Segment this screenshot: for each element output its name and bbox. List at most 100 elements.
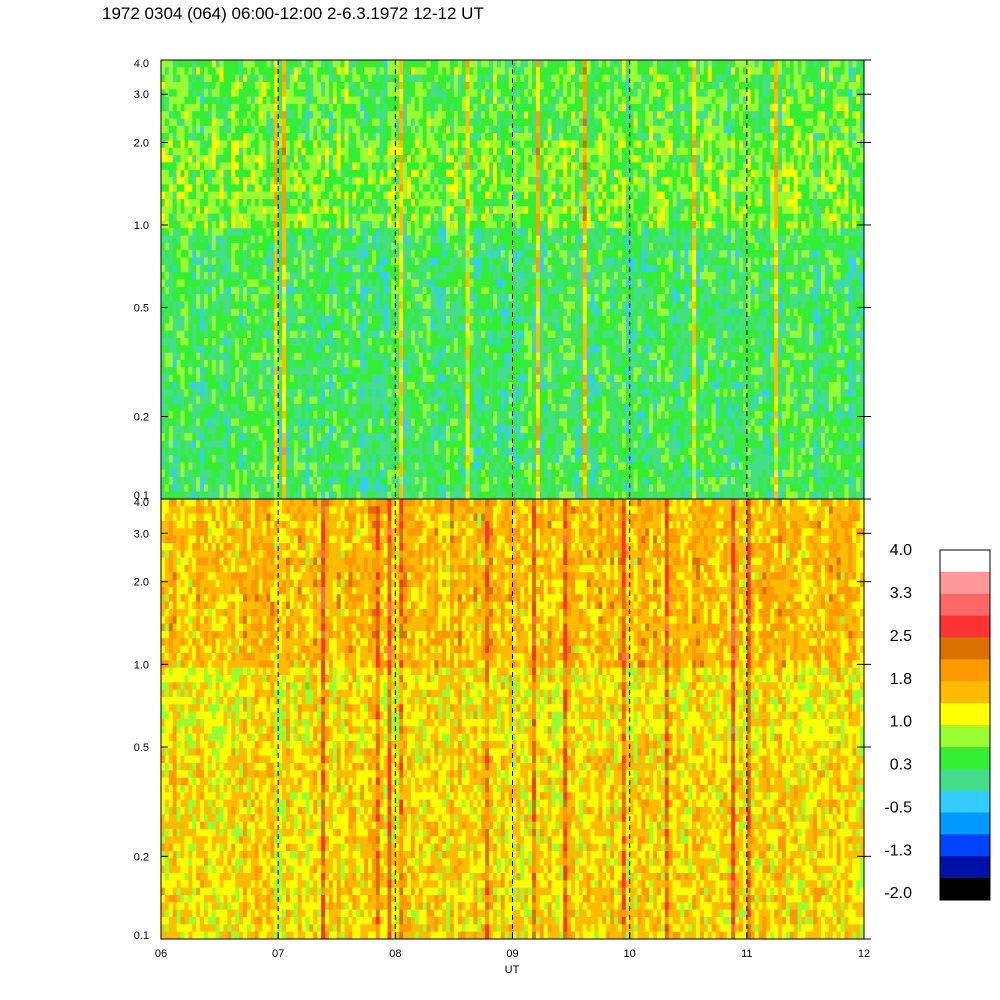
heatmap-cell <box>465 125 471 134</box>
heatmap-cell <box>399 155 404 164</box>
heatmap-cell <box>422 60 428 68</box>
heatmap-cell <box>161 242 166 251</box>
heatmap-cell <box>637 111 642 120</box>
heatmap-cell <box>258 257 264 266</box>
heatmap-cell <box>383 60 389 68</box>
heatmap-cell <box>285 199 291 207</box>
heatmap-cell <box>645 199 650 207</box>
heatmap-cell <box>328 206 334 215</box>
heatmap-cell <box>399 228 404 237</box>
heatmap-cell <box>410 257 416 266</box>
heatmap-cell <box>356 96 361 105</box>
heatmap-cell <box>289 169 295 178</box>
heatmap-cell <box>239 220 244 229</box>
heatmap-cell <box>473 155 478 164</box>
heatmap-cell <box>547 125 553 134</box>
heatmap-cell <box>735 103 740 112</box>
heatmap-cell <box>750 96 756 105</box>
heatmap-cell <box>161 155 166 164</box>
heatmap-cell <box>813 162 818 171</box>
heatmap-cell <box>332 133 338 142</box>
heatmap-cell <box>336 199 342 207</box>
heatmap-cell <box>817 74 822 83</box>
heatmap-cell <box>313 199 318 207</box>
heatmap-cell <box>391 184 396 193</box>
heatmap-cell <box>461 250 467 259</box>
heatmap-cell <box>344 250 350 259</box>
heatmap-cell <box>438 81 443 90</box>
heatmap-cell <box>586 125 592 134</box>
heatmap-cell <box>797 81 803 90</box>
heatmap-cell <box>524 162 529 171</box>
heatmap-cell <box>676 81 682 90</box>
heatmap-cell <box>629 213 635 222</box>
heatmap-cell <box>653 81 658 90</box>
heatmap-cell <box>848 125 853 134</box>
heatmap-cell <box>641 133 646 142</box>
heatmap-cell <box>184 155 189 164</box>
heatmap-cell <box>164 177 170 185</box>
heatmap-cell <box>309 213 314 222</box>
heatmap-cell <box>309 206 314 215</box>
heatmap-cell <box>336 74 342 83</box>
heatmap-cell <box>332 147 338 156</box>
heatmap-cell <box>399 184 404 193</box>
heatmap-cell <box>223 81 228 90</box>
heatmap-cell <box>778 67 783 76</box>
heatmap-cell <box>781 118 787 127</box>
heatmap-cell <box>211 199 217 207</box>
heatmap-cell <box>535 206 541 215</box>
heatmap-cell <box>293 250 299 259</box>
heatmap-cell <box>657 74 662 83</box>
heatmap-cell <box>258 60 264 68</box>
heatmap-cell <box>367 191 373 200</box>
heatmap-cell <box>176 81 182 90</box>
heatmap-cell <box>774 235 779 244</box>
heatmap-cell <box>473 140 478 149</box>
heatmap-cell <box>196 191 201 200</box>
heatmap-cell <box>539 213 545 222</box>
heatmap-cell <box>543 67 549 76</box>
heatmap-cell <box>532 169 537 178</box>
heatmap-cell <box>403 169 408 178</box>
heatmap-cell <box>692 169 697 178</box>
heatmap-cell <box>293 162 299 171</box>
heatmap-cell <box>559 118 564 127</box>
heatmap-cell <box>235 206 240 215</box>
heatmap-cell <box>336 103 342 112</box>
heatmap-cell <box>485 155 490 164</box>
heatmap-cell <box>817 162 822 171</box>
heatmap-cell <box>664 191 670 200</box>
heatmap-cell <box>684 103 689 112</box>
heatmap-cell <box>836 177 842 185</box>
heatmap-cell <box>383 67 389 76</box>
heatmap-cell <box>176 133 182 142</box>
heatmap-cell <box>328 228 334 237</box>
heatmap-cell <box>196 213 201 222</box>
heatmap-cell <box>399 133 404 142</box>
heatmap-cell <box>285 206 291 215</box>
heatmap-cell <box>254 81 260 90</box>
heatmap-cell <box>426 242 432 251</box>
heatmap-cell <box>489 155 494 164</box>
heatmap-cell <box>496 111 502 120</box>
heatmap-cell <box>676 60 682 68</box>
heatmap-cell <box>492 213 498 222</box>
heatmap-cell <box>282 155 287 164</box>
heatmap-cell <box>403 74 408 83</box>
heatmap-cell <box>418 242 424 251</box>
heatmap-cell <box>805 81 810 90</box>
heatmap-cell <box>438 103 443 112</box>
heatmap-cell <box>539 162 545 171</box>
heatmap-cell <box>207 250 213 259</box>
heatmap-cell <box>727 184 732 193</box>
heatmap-cell <box>379 184 385 193</box>
heatmap-cell <box>461 140 467 149</box>
heatmap-cell <box>699 177 705 185</box>
heatmap-cell <box>414 133 420 142</box>
heatmap-cell <box>282 81 287 90</box>
heatmap-cell <box>407 118 412 127</box>
heatmap-cell <box>293 89 299 98</box>
heatmap-cell <box>250 191 256 200</box>
heatmap-cell <box>559 169 564 178</box>
